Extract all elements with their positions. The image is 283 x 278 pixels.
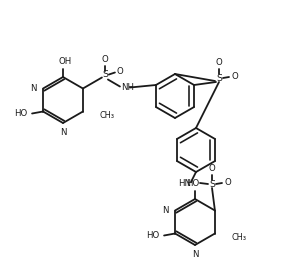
Text: CH₃: CH₃ bbox=[232, 233, 247, 242]
Text: S: S bbox=[216, 73, 222, 83]
Text: S: S bbox=[102, 70, 108, 79]
Text: O: O bbox=[231, 71, 238, 81]
Text: O: O bbox=[117, 67, 124, 76]
Text: HN: HN bbox=[178, 178, 191, 187]
Text: OH: OH bbox=[58, 57, 72, 66]
Text: O: O bbox=[224, 177, 231, 187]
Text: HO: HO bbox=[14, 109, 27, 118]
Text: N: N bbox=[60, 128, 66, 137]
Text: O: O bbox=[209, 164, 215, 173]
Text: HO: HO bbox=[146, 231, 159, 240]
Text: S: S bbox=[209, 180, 215, 188]
Text: O: O bbox=[216, 58, 222, 67]
Text: HO: HO bbox=[186, 179, 200, 188]
Text: CH₃: CH₃ bbox=[100, 111, 115, 120]
Text: N: N bbox=[162, 206, 169, 215]
Text: N: N bbox=[31, 84, 37, 93]
Text: NH: NH bbox=[121, 83, 134, 92]
Text: N: N bbox=[192, 250, 198, 259]
Text: O: O bbox=[102, 54, 108, 63]
